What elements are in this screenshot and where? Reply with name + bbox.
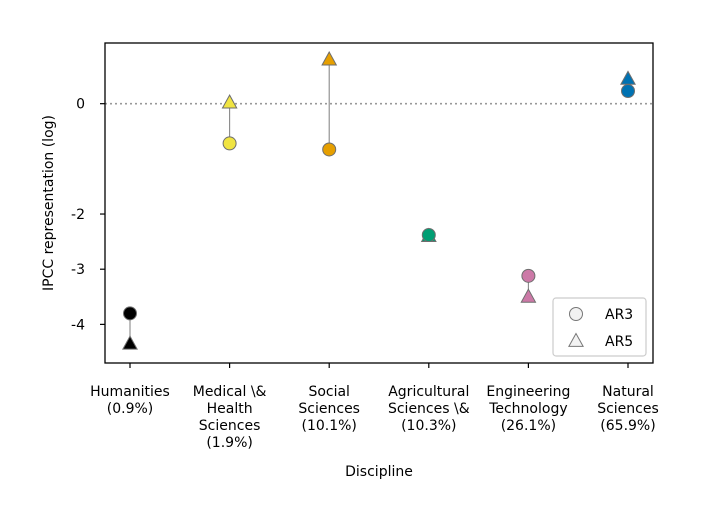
x-tick-label: Sciences (597, 401, 659, 417)
x-tick-label: Agricultural (388, 384, 469, 400)
y-tick-label: -4 (71, 317, 85, 333)
x-tick-label: Medical \& (193, 384, 267, 400)
legend: AR3 AR5 (552, 297, 647, 357)
x-tick-label: Humanities (90, 384, 170, 400)
y-tick-label: 0 (76, 97, 85, 113)
x-tick-label: Health (207, 401, 253, 417)
ar3-point (123, 306, 137, 321)
x-tick-label: (10.3%) (401, 418, 456, 434)
legend-label-ar3: AR3 (605, 307, 633, 323)
y-tick-label: -2 (71, 207, 85, 223)
plot-frame (104, 42, 654, 364)
ar3-point (421, 228, 436, 242)
ar5-point (520, 288, 537, 303)
y-tick-label: -3 (71, 262, 85, 278)
ar5-point (122, 335, 138, 350)
x-tick-label: Sciences (298, 401, 360, 417)
x-tick-label: Natural (602, 384, 654, 400)
x-tick-label: Social (308, 384, 350, 400)
ar3-point (322, 142, 337, 157)
ar5-point (321, 51, 338, 66)
ar3-point (222, 136, 237, 151)
x-tick-label: (10.1%) (301, 418, 356, 434)
x-tick-label: (26.1%) (501, 418, 556, 434)
x-tick-label: (1.9%) (206, 435, 253, 451)
x-axis-label: Discipline (345, 464, 413, 480)
legend-marker-ar3 (569, 307, 583, 321)
x-tick-label: Engineering (486, 384, 570, 400)
x-tick-label: Sciences \& (388, 401, 470, 417)
legend-marker-ar5 (568, 332, 584, 347)
legend-label-ar5: AR5 (605, 334, 633, 350)
ar5-point (221, 94, 238, 109)
x-tick-label: (65.9%) (600, 418, 655, 434)
x-tick-label: (0.9%) (107, 401, 154, 417)
x-tick-label: Technology (488, 401, 567, 417)
x-tick-label: Sciences (199, 418, 261, 434)
y-axis-label: IPCC representation (log) (41, 115, 57, 291)
ar3-point (521, 268, 536, 283)
ar3-point (621, 84, 635, 98)
